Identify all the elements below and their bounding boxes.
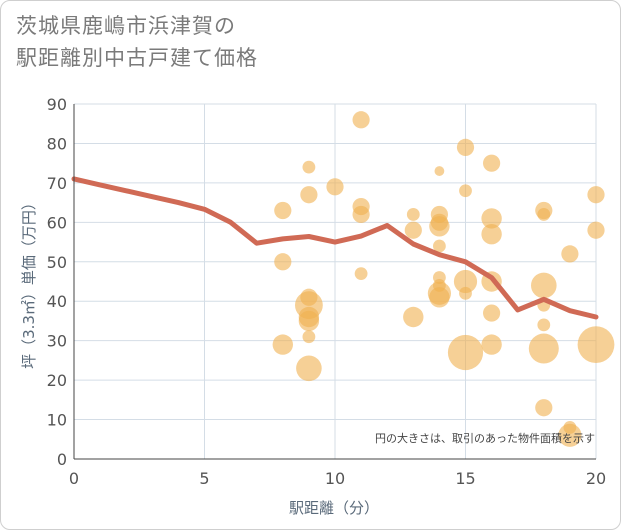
data-bubble	[326, 178, 344, 196]
x-tick-label: 5	[199, 469, 209, 488]
data-bubble	[535, 399, 553, 417]
data-bubble	[406, 208, 420, 221]
data-bubble	[587, 221, 605, 239]
title-line-1: 茨城県鹿嶋市浜津賀の	[16, 14, 236, 38]
data-bubble	[561, 245, 579, 263]
trend-lines	[71, 176, 599, 320]
data-bubble	[429, 287, 450, 308]
data-bubble	[459, 184, 472, 198]
data-bubble	[481, 334, 502, 355]
data-bubble	[483, 304, 501, 322]
data-bubble	[302, 160, 316, 174]
y-tick-label: 50	[47, 253, 67, 272]
data-bubble	[298, 310, 320, 332]
data-bubble	[481, 223, 502, 245]
data-bubble	[274, 201, 292, 220]
data-bubble	[404, 221, 422, 239]
y-tick-label: 0	[57, 450, 67, 469]
x-tick-label: 20	[586, 469, 606, 488]
data-bubble	[352, 111, 370, 129]
data-bubble	[558, 423, 582, 447]
y-tick-label: 20	[47, 371, 67, 390]
x-tick-label: 15	[455, 469, 475, 488]
data-bubble	[352, 205, 370, 224]
y-tick-label: 80	[47, 134, 67, 153]
data-bubble	[531, 272, 557, 299]
data-bubble	[434, 166, 445, 176]
y-tick-label: 40	[47, 292, 67, 311]
data-bubble	[577, 326, 615, 364]
data-bubble	[483, 154, 501, 172]
axes: 0 10 20 30 40 50 60 70 80 90 0 5 10 15 20	[47, 95, 607, 488]
y-tick-label: 60	[47, 213, 67, 232]
data-bubble	[272, 334, 293, 355]
y-tick-label: 30	[47, 332, 67, 351]
data-bubble	[528, 333, 559, 364]
data-bubble	[300, 186, 318, 204]
data-bubble	[459, 286, 472, 300]
y-tick-label: 90	[47, 95, 67, 114]
data-bubble	[481, 208, 502, 229]
y-tick-label: 10	[47, 411, 67, 430]
data-bubble	[433, 239, 446, 253]
data-bubble	[537, 208, 551, 221]
size-note: 円の大きさは、取引のあった物件面積を示す	[375, 431, 595, 445]
y-tick-label: 70	[47, 174, 67, 193]
data-bubble	[456, 138, 475, 156]
data-bubble	[447, 334, 484, 371]
grid	[73, 103, 597, 460]
data-bubble	[537, 318, 551, 332]
data-bubble	[274, 253, 292, 271]
data-bubble	[453, 269, 478, 294]
chart-title: 茨城県鹿嶋市浜津賀の 駅距離別中古戸建て価格	[16, 10, 258, 74]
bubbles	[272, 111, 615, 447]
data-bubble	[403, 306, 424, 328]
data-bubble	[302, 330, 316, 344]
average-price-line	[71, 176, 599, 320]
data-bubble	[587, 186, 605, 204]
x-tick-label: 0	[69, 469, 79, 488]
data-bubble	[429, 216, 450, 237]
data-bubble	[296, 355, 322, 382]
y-axis-label: 坪（3.3㎡）単価（万円）	[20, 195, 38, 369]
title-line-2: 駅距離別中古戸建て価格	[16, 46, 258, 70]
data-bubble	[354, 267, 368, 281]
x-tick-label: 10	[325, 469, 345, 488]
x-axis-label: 駅距離（分）	[289, 499, 379, 517]
